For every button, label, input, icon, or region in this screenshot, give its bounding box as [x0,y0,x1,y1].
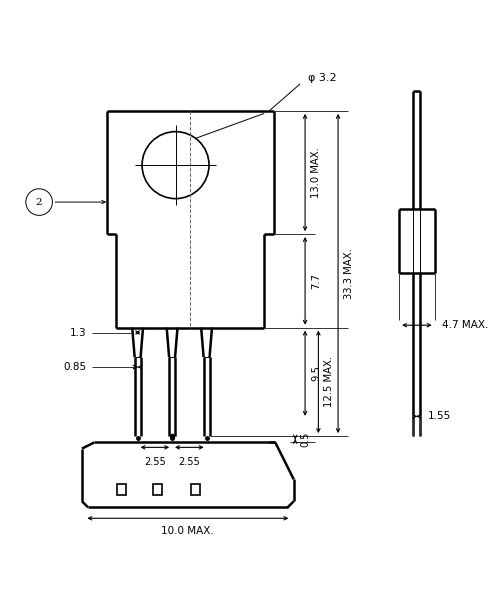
Text: 0.5: 0.5 [300,431,310,447]
Text: 0.85: 0.85 [64,362,87,372]
Text: 2.55: 2.55 [144,457,166,467]
Bar [191,485,200,495]
Text: 1.55: 1.55 [428,411,451,422]
Text: 12.5 MAX.: 12.5 MAX. [324,356,334,408]
Text: φ 3.2: φ 3.2 [308,73,336,83]
Text: 2: 2 [36,197,43,207]
Text: 33.3 MAX.: 33.3 MAX. [344,248,354,299]
Bar [153,485,162,495]
Text: 7.7: 7.7 [311,273,321,289]
Text: 4.7 MAX.: 4.7 MAX. [442,320,488,330]
Text: 1.3: 1.3 [70,327,87,338]
Text: 2.55: 2.55 [178,457,200,467]
Bar [117,485,126,495]
Text: 13.0 MAX.: 13.0 MAX. [311,147,321,198]
Text: 9.5: 9.5 [311,365,321,381]
Text: 10.0 MAX.: 10.0 MAX. [162,526,214,536]
